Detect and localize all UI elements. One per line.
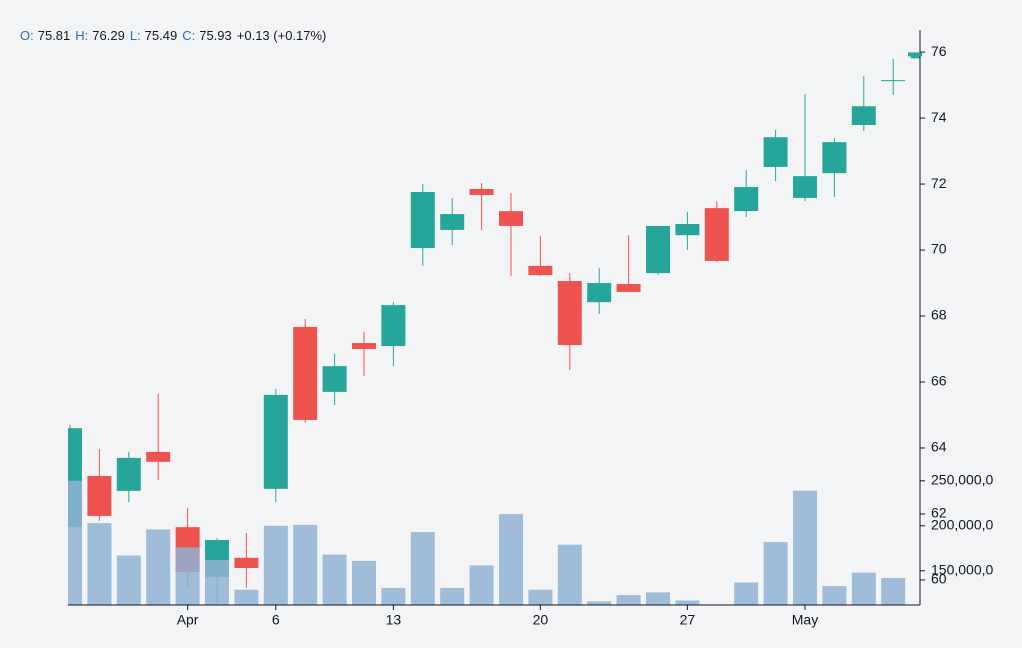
y-tick-label: 66: [931, 373, 947, 389]
candle-body: [587, 283, 612, 303]
last-price-marker: [908, 52, 922, 57]
volume-bar: [469, 565, 494, 605]
legend-label: H:: [75, 28, 88, 43]
y2-tick-label: 250,000,0: [931, 472, 993, 488]
volume-bar: [146, 529, 171, 605]
candle-body: [293, 326, 318, 420]
volume-bar: [881, 578, 906, 605]
legend-value: 75.49: [145, 28, 178, 43]
volume-bar: [410, 532, 435, 605]
candle-body: [410, 191, 435, 249]
candle-body: [352, 343, 376, 350]
candle-body: [499, 211, 523, 226]
y-tick-label: 70: [931, 241, 947, 257]
volume-bar: [851, 572, 876, 605]
x-tick-label: Apr: [177, 612, 199, 628]
candle-body: [763, 137, 788, 167]
volume-bar: [175, 547, 200, 605]
volume-bar: [646, 592, 670, 605]
y-tick-label: 60: [931, 571, 947, 587]
volume-bar: [293, 524, 318, 605]
candle-body: [469, 189, 494, 195]
candle-body: [793, 176, 817, 198]
candle-body: [646, 225, 670, 274]
x-tick-label: 13: [386, 612, 402, 628]
legend-label: O:: [20, 28, 34, 43]
x-tick-label: May: [792, 612, 818, 628]
volume-bar: [499, 514, 523, 605]
volume-bar: [822, 586, 847, 605]
y-tick-label: 74: [931, 109, 947, 125]
candle-body: [675, 223, 700, 236]
ohlc-legend: O: 75.81 H: 76.29 L: 75.49 C: 75.93 +0.13 (+0.17…: [20, 28, 326, 43]
volume-bar: [675, 600, 700, 605]
y-tick-label: 76: [931, 43, 947, 59]
volume-bar: [793, 490, 817, 605]
candle-body: [616, 284, 641, 292]
volume-bar: [587, 601, 612, 605]
candle-body: [263, 394, 288, 489]
candle-body: [322, 366, 347, 392]
legend-value: 76.29: [92, 28, 125, 43]
candle-body: [440, 214, 465, 230]
candle-body: [234, 557, 259, 569]
volume-bar: [528, 589, 553, 605]
candle-body: [557, 281, 582, 346]
volume-bar: [734, 582, 759, 605]
x-tick-label: 6: [272, 612, 280, 628]
x-tick-label: 20: [533, 612, 549, 628]
legend-value: 75.81: [38, 28, 71, 43]
candle-body: [881, 80, 906, 82]
y2-tick-label: 150,000,0: [931, 562, 993, 578]
volume-bar: [263, 525, 288, 605]
volume-bar: [352, 560, 376, 605]
y-tick-label: 72: [931, 175, 947, 191]
volume-bar: [116, 555, 141, 605]
candle-body: [822, 142, 847, 174]
volume-bar: [557, 544, 582, 605]
y-tick-label: 64: [931, 439, 947, 455]
y-tick-label: 62: [931, 505, 947, 521]
y-tick-label: 68: [931, 307, 947, 323]
candle-body: [528, 265, 553, 276]
volume-bar: [440, 587, 465, 605]
plot-area: [68, 54, 920, 605]
y2-tick-label: 200,000,0: [931, 517, 993, 533]
candle-body: [734, 187, 759, 212]
legend-change: +0.13 (+0.17%): [237, 28, 327, 43]
candle-body: [381, 305, 406, 347]
candle-body: [704, 208, 729, 261]
candle-body: [87, 476, 112, 516]
candle-body: [851, 106, 876, 126]
legend-label: L:: [130, 28, 141, 43]
x-tick-label: 27: [680, 612, 696, 628]
volume-bar: [205, 560, 229, 605]
volume-bar: [763, 542, 788, 605]
volume-bar: [68, 480, 82, 605]
volume-bar: [616, 595, 641, 605]
volume-bar: [87, 523, 112, 605]
candle-body: [146, 451, 171, 462]
volume-bar: [322, 554, 347, 605]
volume-bar: [381, 587, 406, 605]
volume-bar: [234, 589, 259, 605]
legend-value: 75.93: [199, 28, 232, 43]
candle-body: [116, 457, 141, 491]
legend-label: C:: [182, 28, 195, 43]
